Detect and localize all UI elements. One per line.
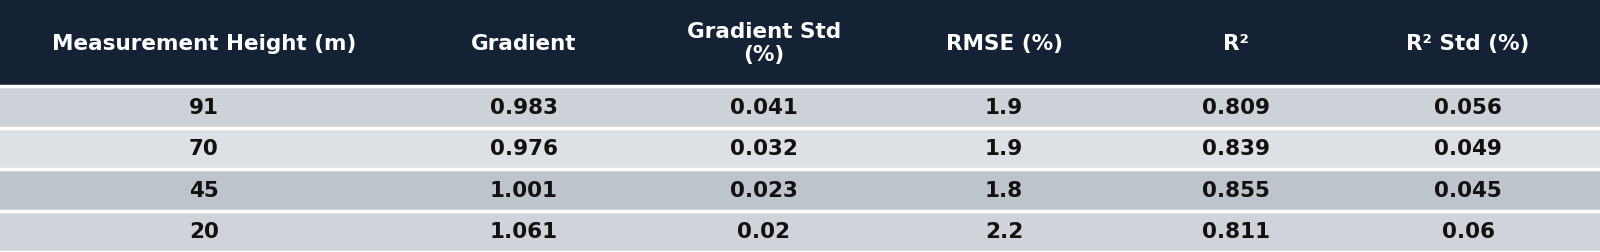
Text: Gradient Std
(%): Gradient Std (%) [686,22,842,65]
Text: RMSE (%): RMSE (%) [946,34,1062,53]
Text: 0.855: 0.855 [1202,180,1270,200]
Text: Gradient: Gradient [472,34,576,53]
Text: 0.811: 0.811 [1202,222,1270,241]
Text: 45: 45 [189,180,219,200]
Text: 0.049: 0.049 [1434,139,1502,159]
Text: 1.001: 1.001 [490,180,558,200]
Text: 91: 91 [189,98,219,117]
Text: 70: 70 [189,139,219,159]
Text: 0.023: 0.023 [730,180,798,200]
Text: 0.06: 0.06 [1442,222,1494,241]
Text: 20: 20 [189,222,219,241]
Text: 0.045: 0.045 [1434,180,1502,200]
Text: 1.9: 1.9 [986,139,1022,159]
Bar [0,169,1600,211]
Text: R² Std (%): R² Std (%) [1406,34,1530,53]
Text: R²: R² [1222,34,1250,53]
Bar [0,0,1600,87]
Text: 1.8: 1.8 [986,180,1022,200]
Text: 1.9: 1.9 [986,98,1022,117]
Text: 0.809: 0.809 [1202,98,1270,117]
Text: 0.983: 0.983 [490,98,558,117]
Bar [0,87,1600,128]
Text: 0.976: 0.976 [490,139,558,159]
Text: 0.839: 0.839 [1202,139,1270,159]
Text: 1.061: 1.061 [490,222,558,241]
Text: 0.02: 0.02 [738,222,790,241]
Bar [0,128,1600,169]
Text: Measurement Height (m): Measurement Height (m) [51,34,357,53]
Text: 2.2: 2.2 [986,222,1022,241]
Text: 0.056: 0.056 [1434,98,1502,117]
Text: 0.032: 0.032 [730,139,798,159]
Bar [0,211,1600,252]
Text: 0.041: 0.041 [730,98,798,117]
